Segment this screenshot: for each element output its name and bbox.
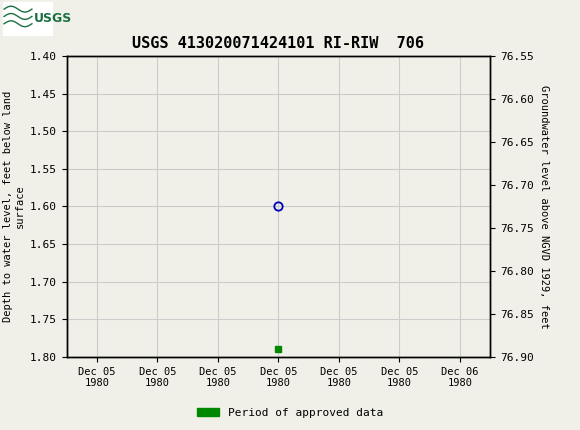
Y-axis label: Groundwater level above NGVD 1929, feet: Groundwater level above NGVD 1929, feet bbox=[539, 85, 549, 328]
Legend: Period of approved data: Period of approved data bbox=[193, 403, 387, 422]
Y-axis label: Depth to water level, feet below land
surface: Depth to water level, feet below land su… bbox=[3, 91, 24, 322]
Title: USGS 413020071424101 RI-RIW  706: USGS 413020071424101 RI-RIW 706 bbox=[132, 36, 425, 51]
Text: USGS: USGS bbox=[34, 12, 72, 25]
Bar bbox=[3, 2, 52, 35]
